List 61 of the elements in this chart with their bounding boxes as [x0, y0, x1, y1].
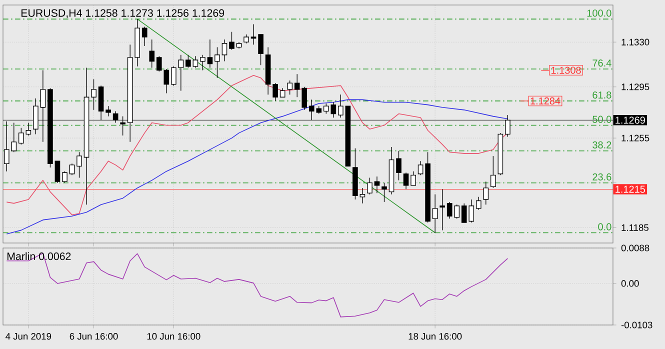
annotation: 38.2 [592, 141, 612, 148]
x-tick-label: 10 Jun 16:00 [147, 333, 200, 340]
candlestick [229, 32, 234, 50]
y-tick-label: 0.0088 [621, 244, 650, 252]
candlestick [178, 54, 184, 92]
y-tick-label: 0.00 [621, 280, 639, 287]
candlestick [323, 103, 329, 114]
candlestick [287, 80, 293, 95]
candlestick [171, 66, 176, 86]
candlestick [18, 127, 24, 145]
y-tick-label: 1.1255 [622, 134, 650, 142]
y-tick-label: -0.0103 [621, 322, 652, 328]
candlestick [410, 170, 416, 186]
candlestick [207, 39, 213, 68]
candlestick [62, 170, 68, 184]
candlestick [142, 26, 148, 46]
candlestick [403, 172, 409, 190]
candlestick [91, 78, 96, 110]
candlestick [222, 39, 228, 62]
annotation: 61.8 [592, 91, 612, 99]
candlestick [106, 106, 111, 117]
y-tick-label: 1.1295 [622, 84, 650, 90]
candlestick [258, 34, 264, 66]
annotation: 100.0 [587, 10, 612, 17]
candlestick [330, 102, 336, 118]
annotation: 1.1308 [551, 66, 581, 74]
candlestick [367, 177, 372, 195]
ref-line-label: 1.1215 [616, 186, 646, 193]
candlestick [440, 188, 445, 231]
candlestick [69, 163, 75, 176]
candlestick [490, 156, 496, 188]
candlestick [200, 54, 206, 71]
candlestick [338, 94, 344, 118]
y-tick-label: 1.1330 [622, 38, 650, 46]
x-tick-label: 4 Jun 2019 [6, 333, 52, 340]
candlestick [382, 182, 387, 202]
annotation: 76.4 [592, 59, 612, 67]
x-tick-label: 18 Jun 16:00 [408, 333, 462, 340]
candlestick [26, 122, 32, 136]
x-tick-label: 6 Jun 16:00 [70, 333, 118, 340]
candlestick [250, 24, 256, 45]
candlestick [483, 181, 489, 205]
candlestick [432, 194, 438, 234]
annotation: 0.0 [598, 223, 612, 230]
candlestick [418, 160, 424, 176]
candlestick [149, 39, 155, 68]
candlestick [360, 188, 366, 204]
candlestick [396, 150, 402, 181]
y-tick-label: 1.1185 [622, 224, 648, 231]
candlestick [214, 46, 220, 78]
chart-title: EURUSD,H4 1.1258 1.1273 1.1256 1.1269 [21, 9, 224, 18]
candlestick [272, 82, 278, 102]
candlestick [374, 176, 380, 194]
candlestick [186, 54, 191, 68]
candlestick [76, 152, 82, 178]
candlestick [54, 160, 60, 184]
annotation: 23.6 [592, 173, 612, 180]
line-series [6, 252, 508, 318]
candlestick [192, 56, 198, 68]
candlestick [476, 196, 482, 210]
ref-line-label: 1.1269 [616, 116, 645, 124]
